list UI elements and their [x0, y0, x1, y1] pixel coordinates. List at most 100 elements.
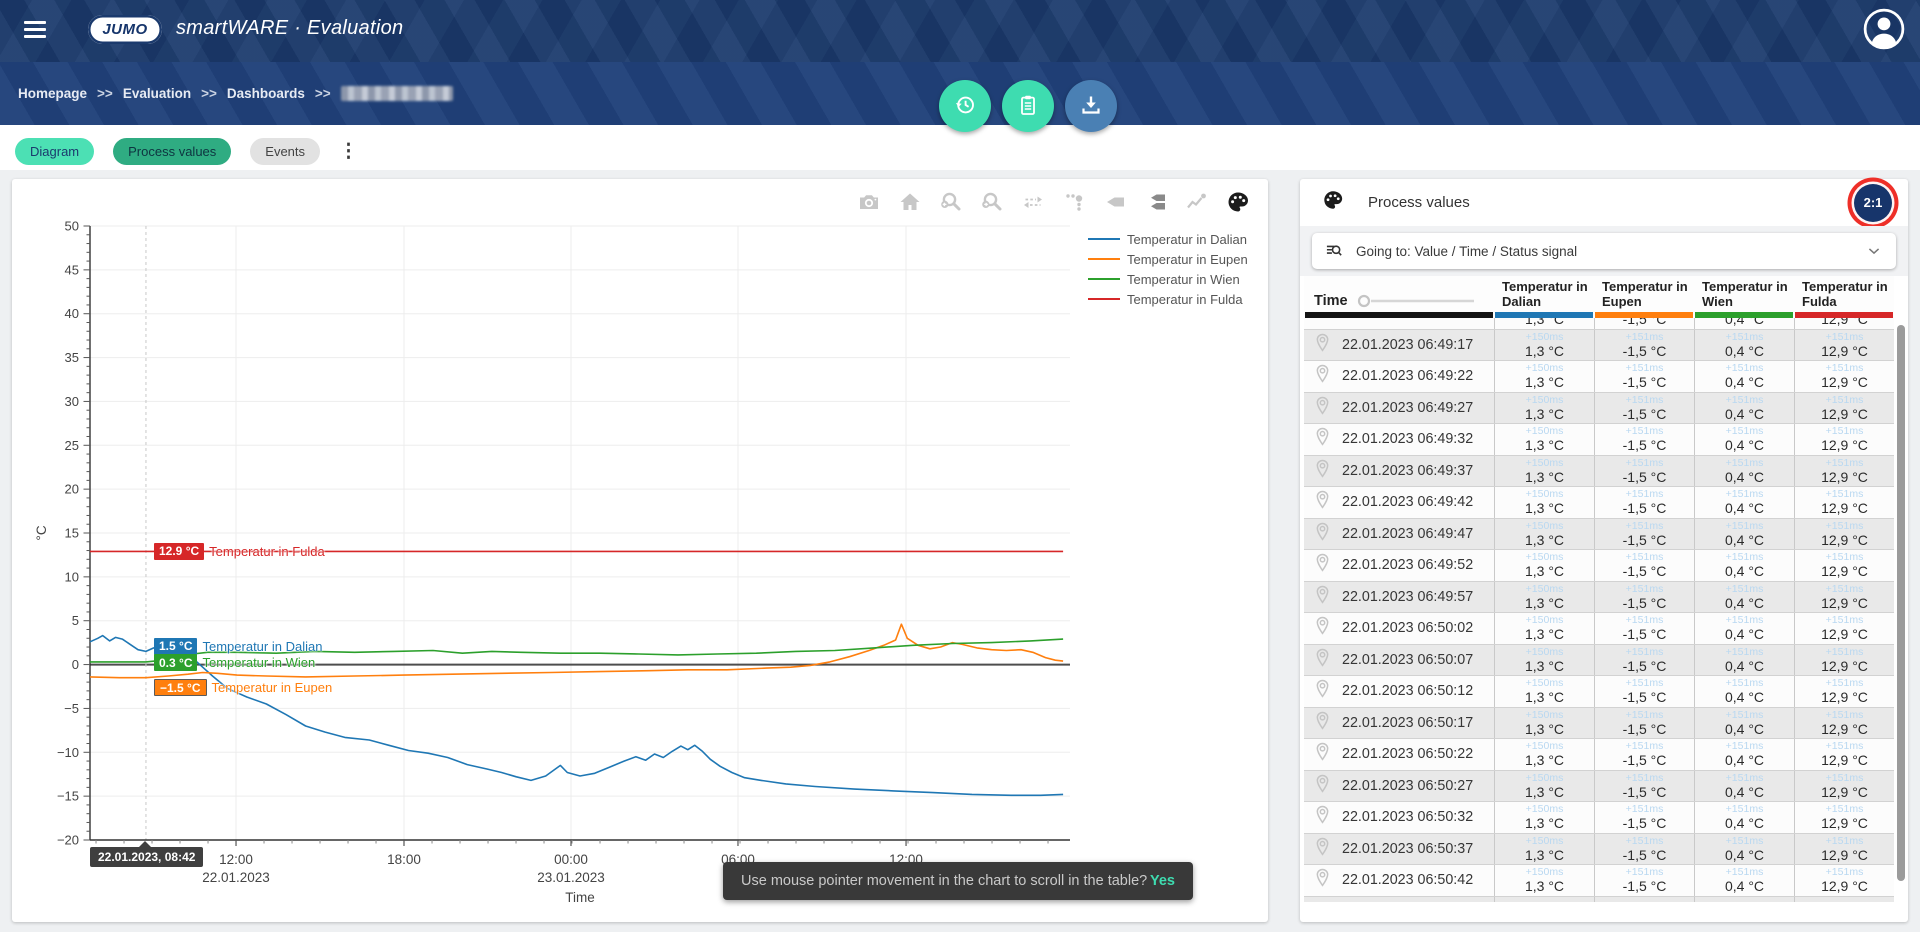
pin-icon[interactable]: [1312, 804, 1333, 830]
legend-item[interactable]: Temperatur in Dalian: [1088, 229, 1248, 249]
column-color-bar: [1695, 312, 1793, 318]
hamburger-menu-icon[interactable]: [24, 21, 46, 41]
tab-process-values[interactable]: Process values: [113, 138, 232, 165]
legend-swatch: [1088, 258, 1120, 260]
value-text: -1,5 °C: [1622, 531, 1667, 548]
tab-diagram[interactable]: Diagram: [15, 138, 95, 165]
value-text: 0,4 °C: [1724, 563, 1765, 580]
chart-toolbar: [857, 190, 1250, 214]
palette-icon[interactable]: [1226, 190, 1250, 214]
pin-icon[interactable]: [1312, 332, 1333, 358]
pin-icon[interactable]: [1312, 615, 1333, 641]
ratio-2-1-button[interactable]: 2:1: [1854, 183, 1892, 222]
table-row[interactable]: 22.01.2023 06:49:17 +150ms 1,3 °C +151ms -1,…: [1304, 329, 1894, 361]
zoom-back-icon[interactable]: [939, 190, 963, 214]
home-icon[interactable]: [898, 190, 922, 214]
pin-icon[interactable]: [1312, 426, 1333, 452]
table-row[interactable]: 22.01.2023 06:50:07 +150ms 1,3 °C +151ms -1,…: [1304, 644, 1894, 676]
camera-icon[interactable]: [857, 190, 881, 214]
label-tag-icon[interactable]: [1103, 190, 1127, 214]
breadcrumb-item-dashboards[interactable]: Dashboards: [226, 86, 305, 101]
value-cell: +151ms-1,5 °C: [1594, 707, 1694, 738]
pin-icon[interactable]: [1312, 710, 1333, 736]
value-cell: +151ms-1,5 °C: [1594, 455, 1694, 486]
top-bar: JUMO smartWARE · Evaluation: [0, 0, 1920, 62]
pin-icon[interactable]: [1312, 678, 1333, 704]
table-row[interactable]: 22.01.2023 06:50:22 +150ms 1,3 °C +151ms -1,…: [1304, 739, 1894, 771]
ms-offset: +151ms: [1625, 771, 1664, 784]
legend-item[interactable]: Temperatur in Eupen: [1088, 249, 1248, 269]
legend-item[interactable]: Temperatur in Fulda: [1088, 289, 1248, 309]
value-cell: +151ms-1,5 °C: [1594, 770, 1694, 801]
pin-icon[interactable]: [1312, 836, 1333, 862]
tabs-overflow-menu-icon[interactable]: ⋮: [339, 141, 359, 162]
pin-icon[interactable]: [1312, 773, 1333, 799]
ms-offset: +151ms: [1725, 740, 1764, 753]
history-button[interactable]: [939, 80, 991, 132]
marker-value-badge: 0.3 °C: [154, 654, 198, 672]
column-header-line1: Temperatur in: [1802, 279, 1888, 294]
table-row[interactable]: 22.01.2023 06:49:37 +150ms 1,3 °C +151ms -1,…: [1304, 455, 1894, 487]
plot-area[interactable]: −20 −15 −10 −5 0 5 10 15 20 25 30 35 40 45 50 12:00 22.0…: [30, 219, 1075, 920]
ms-offset: +151ms: [1625, 645, 1664, 658]
pin-icon[interactable]: [1312, 521, 1333, 547]
user-avatar-icon[interactable]: [1862, 7, 1906, 51]
value-cell: +151ms-1,5 °C: [1594, 550, 1694, 581]
label-tags-icon[interactable]: [1144, 190, 1168, 214]
pin-icon[interactable]: [1312, 867, 1333, 893]
time-slider[interactable]: [1356, 293, 1476, 309]
ms-offset: +151ms: [1725, 866, 1764, 879]
marker-series-label: Temperatur in Fulda: [209, 543, 325, 559]
tab-events[interactable]: Events: [250, 138, 321, 165]
pin-icon[interactable]: [1312, 363, 1333, 389]
trace-points-icon[interactable]: [1062, 190, 1086, 214]
value-cell: +151ms-1,5 °C: [1594, 318, 1694, 329]
breadcrumb-item-evaluation[interactable]: Evaluation: [122, 86, 192, 101]
table-row[interactable]: 22.01.2023 06:50:32 +150ms 1,3 °C +151ms -1,…: [1304, 802, 1894, 834]
pin-icon[interactable]: [1312, 741, 1333, 767]
line-chart-icon[interactable]: [1185, 190, 1209, 214]
pin-icon[interactable]: [1312, 647, 1333, 673]
toast-yes-button[interactable]: Yes: [1150, 873, 1175, 889]
value-text: 0,4 °C: [1724, 720, 1765, 737]
table-row[interactable]: 22.01.2023 06:50:42 +150ms 1,3 °C +151ms -1,…: [1304, 865, 1894, 897]
table-row[interactable]: 22.01.2023 06:49:22 +150ms 1,3 °C +151ms -1,…: [1304, 361, 1894, 393]
table-row[interactable]: 22.01.2023 06:50:02 +150ms 1,3 °C +151ms -1,…: [1304, 613, 1894, 645]
ms-offset: +150ms: [1525, 362, 1564, 375]
pin-icon[interactable]: [1312, 395, 1333, 421]
pan-horizontal-icon[interactable]: [1021, 190, 1045, 214]
table-row[interactable]: 22.01.2023 06:50:17 +150ms 1,3 °C +151ms -1,…: [1304, 707, 1894, 739]
goto-dropdown[interactable]: Going to: Value / Time / Status signal: [1312, 233, 1896, 269]
table-row-partial: [1304, 896, 1894, 902]
table-row[interactable]: 22.01.2023 06:50:37 +150ms 1,3 °C +151ms -1,…: [1304, 833, 1894, 865]
table-row[interactable]: 22.01.2023 06:50:12 +150ms 1,3 °C +151ms -1,…: [1304, 676, 1894, 708]
download-button[interactable]: [1065, 80, 1117, 132]
svg-text:−15: −15: [57, 789, 79, 804]
table-row[interactable]: 22.01.2023 06:49:52 +150ms 1,3 °C +151ms -1,…: [1304, 550, 1894, 582]
table-row[interactable]: 22.01.2023 06:49:57 +150ms 1,3 °C +151ms -1,…: [1304, 581, 1894, 613]
clipboard-button[interactable]: [1002, 80, 1054, 132]
pin-icon[interactable]: [1312, 552, 1333, 578]
zoom-forward-icon[interactable]: [980, 190, 1004, 214]
pin-icon[interactable]: [1312, 458, 1333, 484]
pin-icon[interactable]: [1312, 489, 1333, 515]
table-row[interactable]: 22.01.2023 06:50:27 +150ms 1,3 °C +151ms -1,…: [1304, 770, 1894, 802]
breadcrumb-item-homepage[interactable]: Homepage: [18, 86, 88, 101]
table-row[interactable]: 22.01.2023 06:49:27 +150ms 1,3 °C +151ms -1,…: [1304, 392, 1894, 424]
ms-offset: +151ms: [1725, 582, 1764, 595]
pin-icon[interactable]: [1312, 584, 1333, 610]
table-row[interactable]: 22.01.2023 06:49:47 +150ms 1,3 °C +151ms -1,…: [1304, 518, 1894, 550]
palette-icon[interactable]: [1322, 189, 1344, 216]
table-row[interactable]: 22.01.2023 06:49:42 +150ms 1,3 °C +151ms -1,…: [1304, 487, 1894, 519]
ms-offset: +151ms: [1725, 519, 1764, 532]
table-row[interactable]: 22.01.2023 06:49:32 +150ms 1,3 °C +151ms -1,…: [1304, 424, 1894, 456]
value-text: 1,3 °C: [1524, 657, 1565, 674]
table-scrollbar-thumb[interactable]: [1897, 325, 1905, 881]
value-cell: +151ms-1,5 °C: [1594, 644, 1694, 675]
ms-offset: +151ms: [1625, 803, 1664, 816]
column-color-bar: [1795, 312, 1893, 318]
legend-item[interactable]: Temperatur in Wien: [1088, 269, 1248, 289]
